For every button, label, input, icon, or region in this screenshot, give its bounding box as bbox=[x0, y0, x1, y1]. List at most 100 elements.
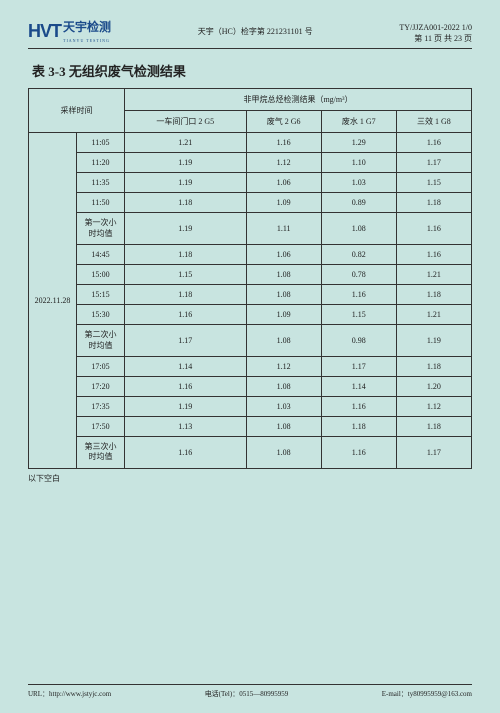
value-cell: 1.08 bbox=[246, 436, 321, 468]
sampling-time: 11:50 bbox=[77, 193, 125, 213]
value-cell: 1.17 bbox=[396, 153, 471, 173]
value-cell: 1.10 bbox=[321, 153, 396, 173]
logo-text-sub: TIANYU TESTING bbox=[63, 38, 110, 43]
value-cell: 1.08 bbox=[246, 285, 321, 305]
value-cell: 1.08 bbox=[321, 213, 396, 245]
value-cell: 1.16 bbox=[246, 133, 321, 153]
sampling-time: 17:20 bbox=[77, 376, 125, 396]
sampling-time: 15:30 bbox=[77, 305, 125, 325]
value-cell: 0.78 bbox=[321, 265, 396, 285]
col-sampling-time: 采样时间 bbox=[29, 89, 125, 133]
value-cell: 1.16 bbox=[321, 285, 396, 305]
page-footer: URL：http://www.jstyjc.com 电话(Tel)：0515—8… bbox=[28, 684, 472, 699]
value-cell: 1.18 bbox=[125, 245, 247, 265]
sampling-time: 11:05 bbox=[77, 133, 125, 153]
value-cell: 1.16 bbox=[396, 133, 471, 153]
col-header-2: 废水 1 G7 bbox=[321, 111, 396, 133]
page-header: HVT 天宇检测 TIANYU TESTING 天宇（HC）检字第 221231… bbox=[28, 18, 472, 49]
value-cell: 1.08 bbox=[246, 376, 321, 396]
sampling-time: 17:35 bbox=[77, 396, 125, 416]
table-row: 17:051.141.121.171.18 bbox=[29, 356, 472, 376]
table-row: 第三次小时均值1.161.081.161.17 bbox=[29, 436, 472, 468]
value-cell: 1.17 bbox=[125, 325, 247, 357]
value-cell: 1.09 bbox=[246, 305, 321, 325]
value-cell: 1.19 bbox=[396, 325, 471, 357]
value-cell: 1.21 bbox=[125, 133, 247, 153]
value-cell: 1.19 bbox=[125, 396, 247, 416]
table-row: 15:001.151.080.781.21 bbox=[29, 265, 472, 285]
value-cell: 1.11 bbox=[246, 213, 321, 245]
value-cell: 1.19 bbox=[125, 173, 247, 193]
sampling-time: 15:15 bbox=[77, 285, 125, 305]
value-cell: 1.17 bbox=[321, 356, 396, 376]
value-cell: 1.21 bbox=[396, 265, 471, 285]
sampling-time: 第一次小时均值 bbox=[77, 213, 125, 245]
blank-below-note: 以下空白 bbox=[28, 473, 472, 484]
value-cell: 1.12 bbox=[246, 153, 321, 173]
table-row: 17:501.131.081.181.18 bbox=[29, 416, 472, 436]
footer-tel: 电话(Tel)：0515—80995959 bbox=[205, 689, 289, 699]
value-cell: 1.16 bbox=[396, 213, 471, 245]
header-code: TY/JJZA001-2022 1/0 bbox=[399, 22, 472, 33]
sampling-time: 17:50 bbox=[77, 416, 125, 436]
value-cell: 1.16 bbox=[125, 305, 247, 325]
footer-url: URL：http://www.jstyjc.com bbox=[28, 689, 111, 699]
table-row: 第一次小时均值1.191.111.081.16 bbox=[29, 213, 472, 245]
value-cell: 1.16 bbox=[321, 436, 396, 468]
value-cell: 1.18 bbox=[321, 416, 396, 436]
sampling-time: 11:35 bbox=[77, 173, 125, 193]
value-cell: 1.19 bbox=[125, 153, 247, 173]
header-page: 第 11 页 共 23 页 bbox=[399, 33, 472, 44]
logo-text-hvt: HVT bbox=[28, 21, 61, 42]
table-title: 表 3-3 无组织废气检测结果 bbox=[32, 61, 472, 80]
col-header-0: 一车间门口 2 G5 bbox=[125, 111, 247, 133]
value-cell: 1.18 bbox=[396, 193, 471, 213]
value-cell: 1.18 bbox=[125, 193, 247, 213]
table-row: 11:501.181.090.891.18 bbox=[29, 193, 472, 213]
value-cell: 1.03 bbox=[246, 396, 321, 416]
sampling-date: 2022.11.28 bbox=[29, 133, 77, 468]
value-cell: 1.18 bbox=[396, 356, 471, 376]
value-cell: 1.14 bbox=[125, 356, 247, 376]
table-row: 15:151.181.081.161.18 bbox=[29, 285, 472, 305]
footer-email: E-mail：ty80995959@163.com bbox=[382, 689, 472, 699]
value-cell: 1.16 bbox=[396, 245, 471, 265]
col-header-1: 废气 2 G6 bbox=[246, 111, 321, 133]
value-cell: 1.16 bbox=[125, 376, 247, 396]
value-cell: 1.06 bbox=[246, 173, 321, 193]
logo: HVT 天宇检测 TIANYU TESTING bbox=[28, 18, 111, 44]
value-cell: 1.09 bbox=[246, 193, 321, 213]
table-row: 11:351.191.061.031.15 bbox=[29, 173, 472, 193]
value-cell: 1.08 bbox=[246, 325, 321, 357]
table-row: 2022.11.2811:051.211.161.291.16 bbox=[29, 133, 472, 153]
results-table: 采样时间 非甲烷总烃检测结果（mg/m³） 一车间门口 2 G5废气 2 G6废… bbox=[28, 88, 472, 468]
value-cell: 1.13 bbox=[125, 416, 247, 436]
logo-text-cn: 天宇检测 bbox=[63, 20, 111, 34]
sampling-time: 第二次小时均值 bbox=[77, 325, 125, 357]
table-row: 11:201.191.121.101.17 bbox=[29, 153, 472, 173]
value-cell: 1.18 bbox=[396, 416, 471, 436]
sampling-time: 15:00 bbox=[77, 265, 125, 285]
value-cell: 0.82 bbox=[321, 245, 396, 265]
sampling-time: 17:05 bbox=[77, 356, 125, 376]
value-cell: 1.18 bbox=[396, 285, 471, 305]
value-cell: 1.20 bbox=[396, 376, 471, 396]
value-cell: 1.03 bbox=[321, 173, 396, 193]
sampling-time: 第三次小时均值 bbox=[77, 436, 125, 468]
value-cell: 1.14 bbox=[321, 376, 396, 396]
table-row: 17:351.191.031.161.12 bbox=[29, 396, 472, 416]
value-cell: 1.08 bbox=[246, 265, 321, 285]
value-cell: 1.08 bbox=[246, 416, 321, 436]
col-header-3: 三效 1 G8 bbox=[396, 111, 471, 133]
value-cell: 0.98 bbox=[321, 325, 396, 357]
value-cell: 1.15 bbox=[396, 173, 471, 193]
value-cell: 1.12 bbox=[246, 356, 321, 376]
value-cell: 0.89 bbox=[321, 193, 396, 213]
value-cell: 1.15 bbox=[125, 265, 247, 285]
col-results-header: 非甲烷总烃检测结果（mg/m³） bbox=[125, 89, 472, 111]
value-cell: 1.16 bbox=[125, 436, 247, 468]
value-cell: 1.18 bbox=[125, 285, 247, 305]
sampling-time: 14:45 bbox=[77, 245, 125, 265]
value-cell: 1.12 bbox=[396, 396, 471, 416]
table-row: 17:201.161.081.141.20 bbox=[29, 376, 472, 396]
